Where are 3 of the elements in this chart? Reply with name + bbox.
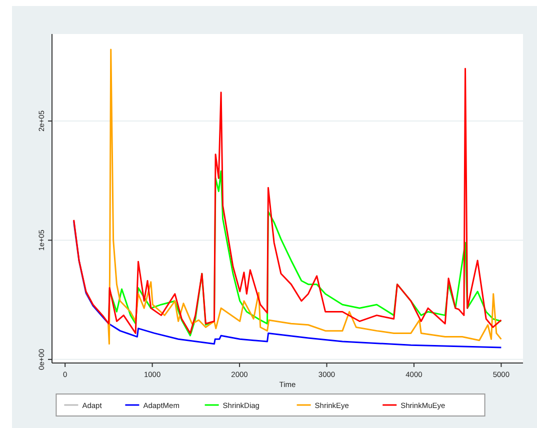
line-series [108,48,502,345]
line-series [73,220,502,348]
line-series [73,68,502,334]
